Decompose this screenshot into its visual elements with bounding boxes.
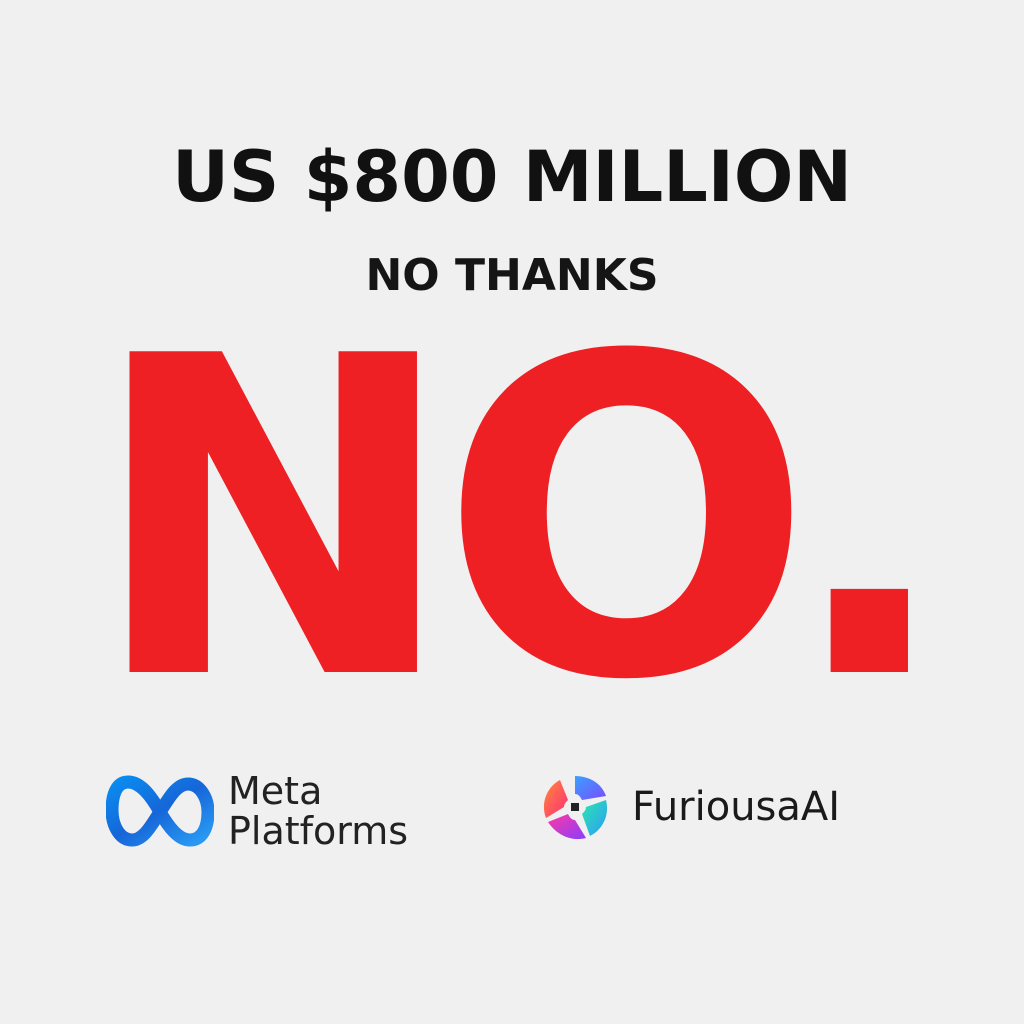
big-no-text: NO.: [89, 264, 953, 776]
furiosa-brand-name: FuriousaAI: [632, 784, 841, 830]
meta-brand-name: Meta Platforms: [228, 769, 409, 853]
meta-brand-line1: Meta: [228, 769, 323, 814]
meta-infinity-icon: [106, 775, 214, 847]
furiosa-brand: FuriousaAI: [538, 770, 840, 844]
furiosa-swirl-icon: [543, 776, 608, 840]
headline: US $800 MILLION: [172, 136, 852, 218]
subhead: NO THANKS: [365, 250, 659, 301]
meta-brand-line2: Platforms: [228, 809, 409, 853]
meta-platforms-brand: Meta Platforms: [106, 769, 409, 853]
